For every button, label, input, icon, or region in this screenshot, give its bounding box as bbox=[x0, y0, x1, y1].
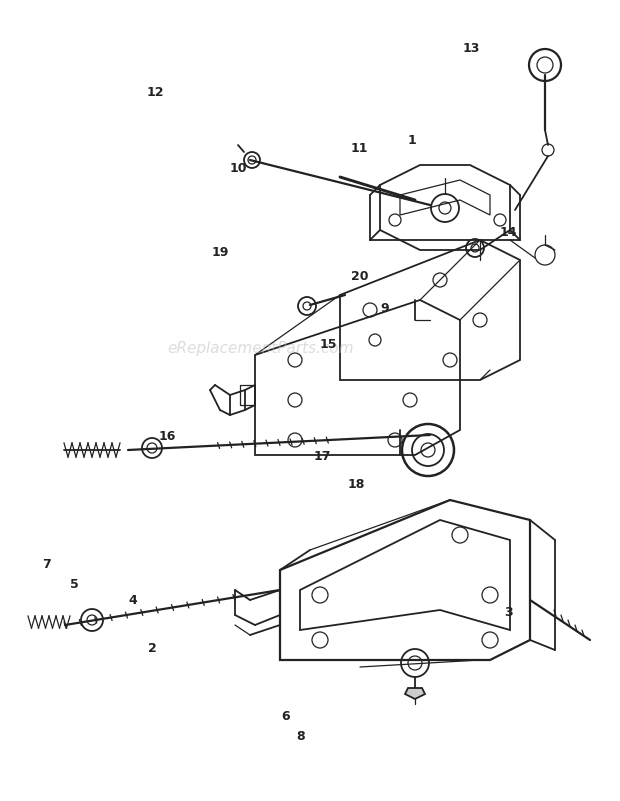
Text: 18: 18 bbox=[348, 478, 365, 491]
Text: 19: 19 bbox=[211, 246, 229, 259]
Text: 13: 13 bbox=[463, 42, 480, 54]
Polygon shape bbox=[405, 688, 425, 699]
Text: 4: 4 bbox=[129, 594, 138, 607]
Text: 5: 5 bbox=[70, 578, 79, 591]
Text: 3: 3 bbox=[504, 606, 513, 619]
Text: 9: 9 bbox=[380, 302, 389, 315]
Text: 12: 12 bbox=[146, 86, 164, 99]
Text: 10: 10 bbox=[230, 162, 247, 175]
Text: eReplacementParts.com: eReplacementParts.com bbox=[167, 341, 354, 356]
Text: 1: 1 bbox=[408, 134, 417, 147]
Text: 8: 8 bbox=[296, 731, 305, 743]
Text: 6: 6 bbox=[281, 710, 290, 723]
Text: 11: 11 bbox=[351, 142, 368, 155]
Text: 20: 20 bbox=[351, 270, 368, 283]
Text: 2: 2 bbox=[148, 642, 156, 655]
Text: 14: 14 bbox=[500, 226, 517, 239]
Text: 16: 16 bbox=[159, 430, 176, 443]
Text: 7: 7 bbox=[42, 558, 51, 571]
Text: 17: 17 bbox=[314, 450, 331, 463]
Text: 15: 15 bbox=[320, 338, 337, 351]
